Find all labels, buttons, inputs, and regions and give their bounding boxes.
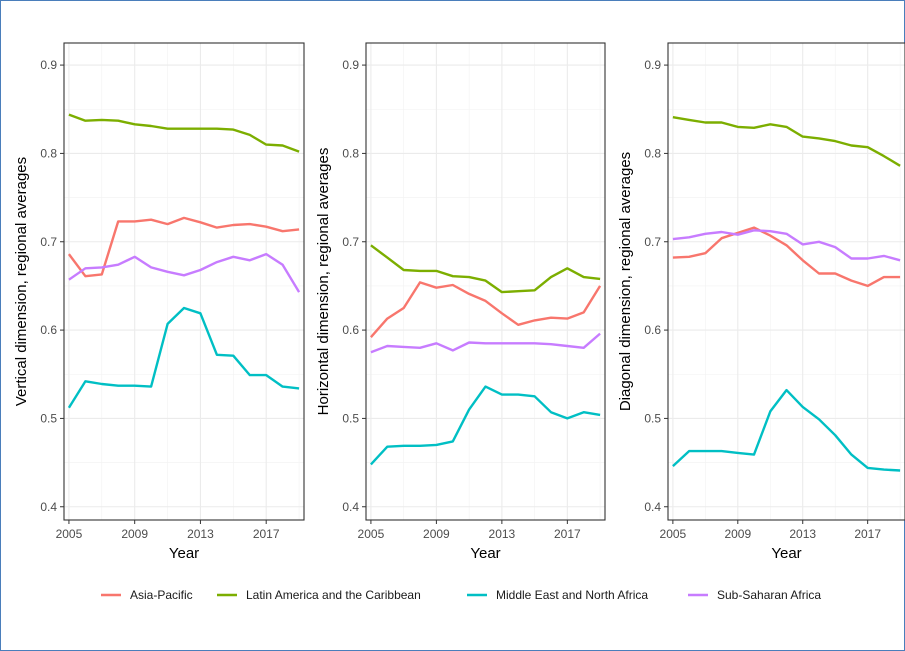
y-tick-label: 0.7 <box>40 235 57 249</box>
panel-background <box>668 43 905 520</box>
x-tick-label: 2005 <box>56 527 83 541</box>
x-tick-label: 2009 <box>121 527 148 541</box>
x-axis-title: Year <box>169 545 199 562</box>
x-tick-label: 2005 <box>660 527 687 541</box>
x-axis-title: Year <box>771 545 801 562</box>
y-tick-label: 0.7 <box>342 235 359 249</box>
x-tick-label: 2017 <box>854 527 881 541</box>
y-tick-label: 0.4 <box>40 500 57 514</box>
y-tick-label: 0.5 <box>40 411 57 425</box>
y-tick-label: 0.7 <box>644 235 661 249</box>
x-tick-label: 2017 <box>253 527 280 541</box>
x-axis-title: Year <box>470 545 500 562</box>
y-tick-label: 0.6 <box>40 323 57 337</box>
x-tick-label: 2013 <box>789 527 816 541</box>
x-tick-label: 2005 <box>358 527 385 541</box>
panel-3: 0.4 0.5 0.6 0.7 0.8 0.9 2005 2009 2013 2017 Year Di… <box>617 43 905 562</box>
legend: Asia-Pacific Latin America and the Caribb… <box>101 588 821 602</box>
y-axis-title: Horizontal dimension, regional averages <box>315 148 332 416</box>
legend-label-latin-america-and-the-caribbean: Latin America and the Caribbean <box>246 588 421 602</box>
legend-label-sub-saharan-africa: Sub-Saharan Africa <box>717 588 821 602</box>
y-tick-label: 0.8 <box>342 146 359 160</box>
y-axis-title: Diagonal dimension, regional averages <box>617 152 634 411</box>
y-tick-label: 0.5 <box>342 411 359 425</box>
y-axis-title: Vertical dimension, regional averages <box>13 157 30 406</box>
x-tick-label: 2013 <box>489 527 516 541</box>
x-tick-label: 2009 <box>423 527 450 541</box>
legend-label-middle-east-and-north-africa: Middle East and North Africa <box>496 588 648 602</box>
y-tick-label: 0.5 <box>644 411 661 425</box>
y-tick-label: 0.4 <box>342 500 359 514</box>
x-tick-label: 2009 <box>724 527 751 541</box>
panel-2: 0.4 0.5 0.6 0.7 0.8 0.9 2005 2009 2013 2017 Year Ho… <box>315 43 605 562</box>
y-tick-label: 0.4 <box>644 500 661 514</box>
y-tick-label: 0.9 <box>40 58 57 72</box>
y-tick-label: 0.9 <box>644 58 661 72</box>
y-tick-label: 0.6 <box>342 323 359 337</box>
x-tick-label: 2017 <box>554 527 581 541</box>
panel-background <box>64 43 304 520</box>
y-tick-label: 0.8 <box>644 146 661 160</box>
legend-label-asia-pacific: Asia-Pacific <box>130 588 193 602</box>
y-tick-label: 0.8 <box>40 146 57 160</box>
panel-1: 0.4 0.5 0.6 0.7 0.8 0.9 2005 2009 2013 2017 Year Ve… <box>13 43 304 562</box>
x-tick-label: 2013 <box>187 527 214 541</box>
y-tick-label: 0.9 <box>342 58 359 72</box>
y-tick-label: 0.6 <box>644 323 661 337</box>
